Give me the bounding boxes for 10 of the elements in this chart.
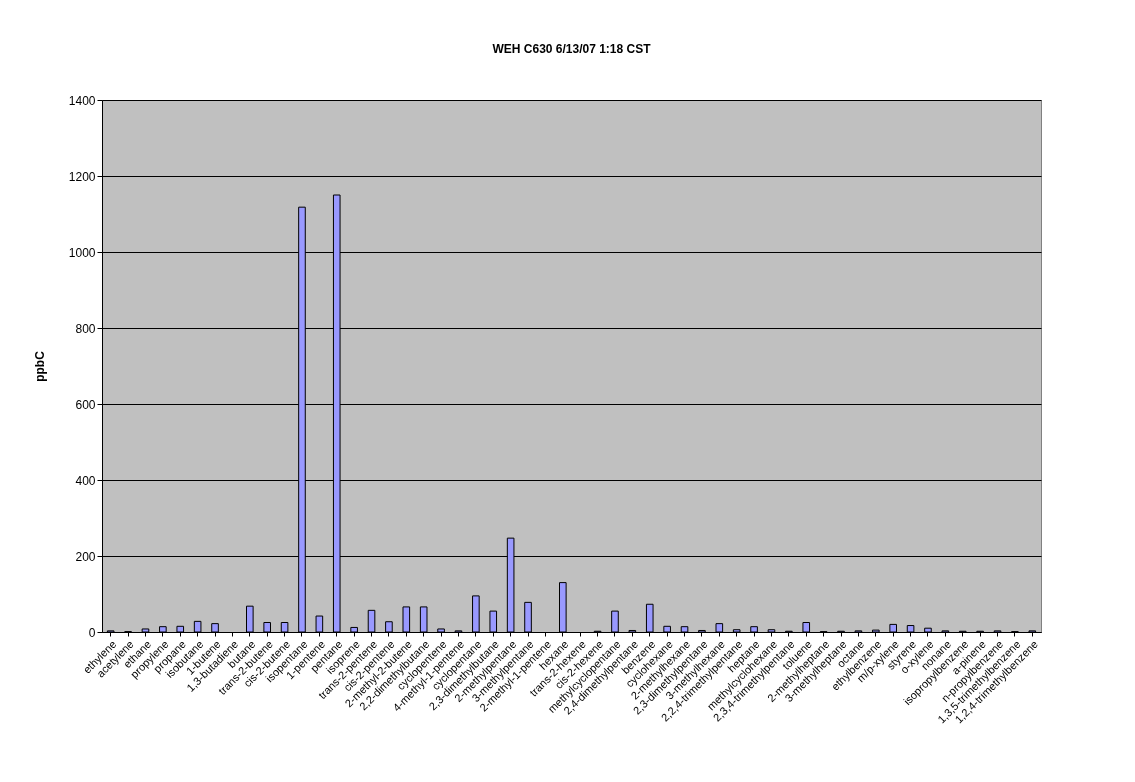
y-tick-label: 0	[88, 625, 96, 640]
y-tick-label: 400	[75, 473, 96, 488]
y-tick-label: 1400	[68, 93, 96, 108]
chart-title: WEH C630 6/13/07 1:18 CST	[492, 42, 652, 56]
y-tick-label: 600	[75, 397, 96, 412]
y-tick-label: 1200	[68, 169, 96, 184]
y-axis-title: ppbC	[32, 350, 47, 382]
y-tick-label: 800	[75, 321, 96, 336]
y-tick-label: 1000	[68, 245, 96, 260]
y-tick-label: 200	[75, 549, 96, 564]
